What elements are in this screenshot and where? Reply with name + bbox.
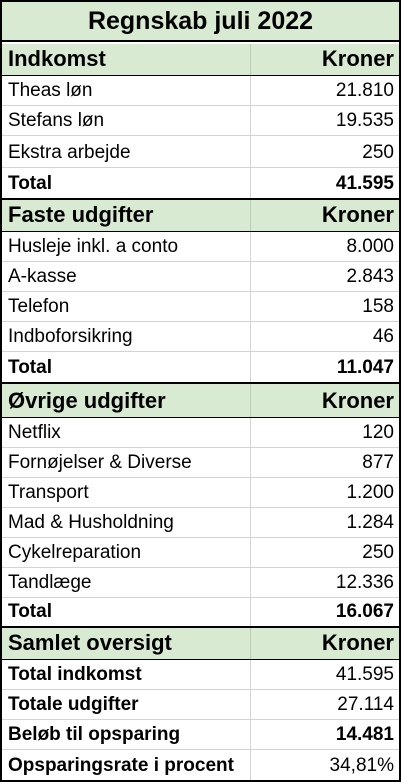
sheet-title: Regnskab juli 2022: [2, 2, 399, 42]
other-header-row: Øvrige udgifter Kroner: [2, 384, 399, 418]
row-label: Transport: [2, 478, 251, 507]
table-row: Theas løn 21.810: [2, 76, 399, 106]
row-label: Telefon: [2, 292, 251, 321]
row-value: 41.595: [335, 664, 394, 685]
row-label: Totale udgifter: [2, 690, 251, 719]
row-value: 250: [362, 542, 394, 563]
table-row: Transport 1.200: [2, 478, 399, 508]
summary-row-total-income: Total indkomst 41.595: [2, 660, 399, 690]
row-value: 21.810: [335, 80, 394, 101]
other-total-row: Total 16.067: [2, 598, 399, 628]
table-row: Cykelreparation 250: [2, 538, 399, 568]
table-row: A-kasse 2.843: [2, 262, 399, 292]
row-label: Mad & Husholdning: [2, 508, 251, 537]
row-label: Stefans løn: [2, 106, 251, 135]
total-label: Total: [2, 352, 251, 382]
income-header-col: Kroner: [321, 46, 394, 71]
table-row: Telefon 158: [2, 292, 399, 322]
total-value: 41.595: [335, 173, 394, 194]
row-value: 19.535: [335, 110, 394, 131]
table-row: Stefans løn 19.535: [2, 106, 399, 136]
row-value: 34,81%: [329, 755, 394, 776]
row-label: Husleje inkl. a conto: [2, 232, 251, 261]
fixed-header-row: Faste udgifter Kroner: [2, 200, 399, 232]
row-value: 158: [362, 296, 394, 317]
row-value: 46: [372, 326, 394, 347]
row-value: 14.481: [335, 724, 394, 745]
row-value: 1.200: [346, 482, 394, 503]
row-value: 1.284: [346, 512, 394, 533]
table-row: Mad & Husholdning 1.284: [2, 508, 399, 538]
row-label: Beløb til opsparing: [2, 720, 251, 749]
fixed-header-col: Kroner: [321, 202, 394, 227]
summary-header: Samlet oversigt: [2, 628, 251, 659]
row-value: 12.336: [335, 572, 394, 593]
row-value: 2.843: [346, 266, 394, 287]
summary-row-savings-rate: Opsparingsrate i procent 34,81%: [2, 750, 399, 780]
table-row: Husleje inkl. a conto 8.000: [2, 232, 399, 262]
total-label: Total: [2, 598, 251, 626]
total-value: 11.047: [336, 357, 394, 378]
summary-row-total-expenses: Totale udgifter 27.114: [2, 690, 399, 720]
total-value: 16.067: [335, 601, 394, 622]
row-label: Tandlæge: [2, 568, 251, 597]
row-label: A-kasse: [2, 262, 251, 291]
row-value: 250: [362, 142, 394, 163]
row-value: 8.000: [346, 236, 394, 257]
row-label: Theas løn: [2, 76, 251, 105]
row-label: Opsparingsrate i procent: [2, 750, 251, 780]
other-header: Øvrige udgifter: [2, 384, 251, 417]
row-value: 877: [362, 452, 394, 473]
fixed-header: Faste udgifter: [2, 200, 251, 231]
row-label: Fornøjelser & Diverse: [2, 448, 251, 477]
row-label: Ekstra arbejde: [2, 136, 251, 167]
row-label: Indboforsikring: [2, 322, 251, 351]
row-value: 120: [362, 422, 394, 443]
table-row: Tandlæge 12.336: [2, 568, 399, 598]
row-value: 27.114: [337, 694, 394, 715]
other-header-col: Kroner: [321, 388, 394, 413]
row-label: Total indkomst: [2, 660, 251, 689]
table-row: Netflix 120: [2, 418, 399, 448]
summary-header-col: Kroner: [321, 630, 394, 655]
table-row: Fornøjelser & Diverse 877: [2, 448, 399, 478]
summary-header-row: Samlet oversigt Kroner: [2, 628, 399, 660]
row-label: Cykelreparation: [2, 538, 251, 567]
income-header-row: Indkomst Kroner: [2, 44, 399, 76]
total-label: Total: [2, 168, 251, 198]
table-row: Indboforsikring 46: [2, 322, 399, 352]
income-header: Indkomst: [2, 44, 251, 75]
summary-row-savings: Beløb til opsparing 14.481: [2, 720, 399, 750]
row-label: Netflix: [2, 418, 251, 447]
fixed-total-row: Total 11.047: [2, 352, 399, 384]
table-row: Ekstra arbejde 250: [2, 136, 399, 168]
income-total-row: Total 41.595: [2, 168, 399, 200]
